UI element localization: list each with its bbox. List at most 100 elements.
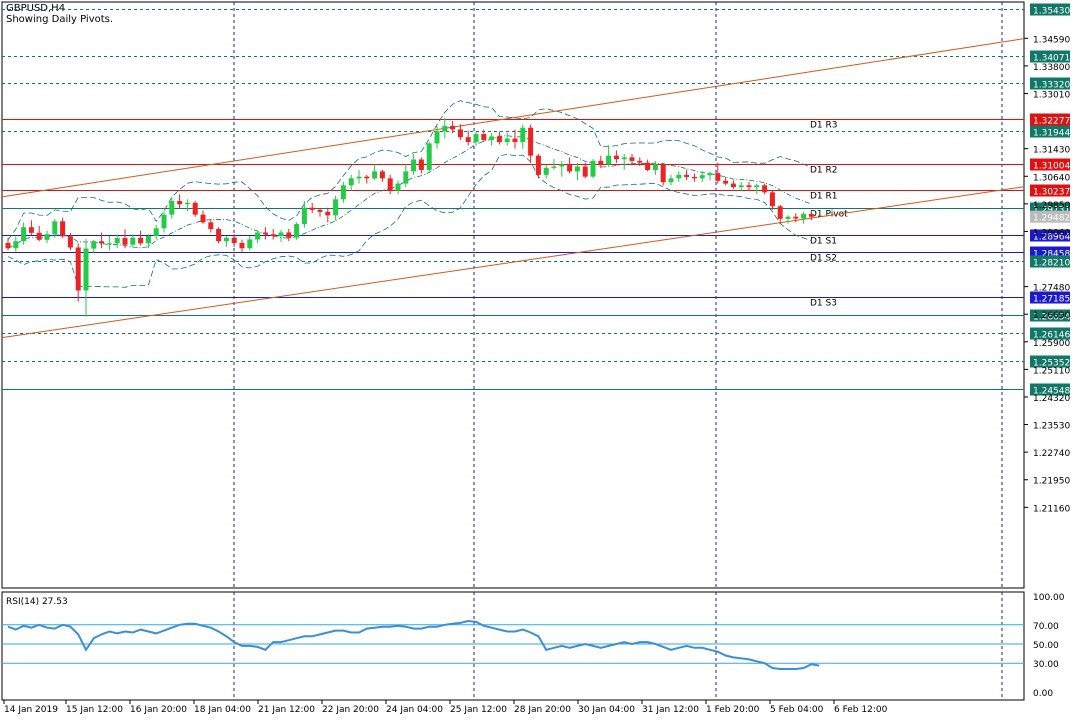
candle-body	[114, 238, 120, 244]
candle-body	[808, 213, 814, 217]
time-tick-label: 21 Jan 12:00	[258, 705, 315, 715]
price-tag-text: 1.24548	[1033, 387, 1070, 397]
time-tick-label: 6 Feb 12:00	[834, 705, 888, 715]
candle-body	[239, 242, 245, 249]
candle	[21, 222, 27, 245]
candle	[684, 169, 690, 181]
candle	[699, 171, 705, 182]
price-tick-label: 1.21160	[1033, 504, 1070, 514]
price-tag	[1030, 255, 1070, 268]
candle-body	[574, 166, 580, 172]
candle	[754, 183, 760, 195]
candle-body	[317, 209, 323, 212]
candle	[122, 229, 128, 249]
candle	[333, 195, 339, 221]
candle-body	[153, 228, 159, 236]
price-tick-label: 1.33800	[1033, 63, 1070, 73]
candle	[99, 232, 105, 249]
symbol-label: GBPUSD,H4	[6, 3, 66, 14]
price-tag-text: 1.28458	[1033, 250, 1070, 260]
candle-body	[793, 216, 799, 219]
price-tag-text: 1.35430	[1033, 7, 1070, 17]
time-tick-label: 22 Jan 20:00	[322, 705, 379, 715]
candle	[457, 124, 463, 140]
candle-body	[122, 238, 128, 245]
price-tag-text: 1.31004	[1033, 162, 1070, 172]
price-tag	[1030, 184, 1070, 197]
candle	[715, 162, 721, 184]
candle	[177, 194, 183, 209]
candle-body	[184, 202, 190, 205]
candle-body	[481, 134, 487, 140]
candle	[28, 220, 34, 236]
candle-body	[169, 201, 175, 215]
candle	[660, 162, 666, 186]
time-tick-label: 5 Feb 04:00	[770, 705, 824, 715]
candle-body	[543, 167, 549, 175]
candle-body	[5, 242, 11, 249]
candle	[559, 160, 565, 177]
price-tag-text: 1.33320	[1033, 81, 1070, 91]
rsi-line	[7, 619, 820, 670]
level-label: D1 R1	[810, 192, 838, 202]
candle	[777, 204, 783, 224]
time-tick-label: 18 Jan 04:00	[194, 705, 251, 715]
price-tag	[1030, 229, 1070, 242]
candle	[395, 180, 401, 195]
candle	[567, 157, 573, 174]
candle-body	[83, 248, 89, 291]
level-label: D1 S3	[810, 299, 837, 309]
candle	[169, 197, 175, 219]
candle-body	[676, 174, 682, 179]
price-tick-label: 1.21950	[1033, 477, 1070, 487]
rsi-tick-label: 0.00	[1033, 689, 1053, 699]
candle	[247, 235, 253, 251]
candle	[769, 190, 775, 210]
candle	[613, 150, 619, 163]
candle	[730, 180, 736, 189]
candle	[645, 159, 651, 172]
candle-body	[411, 159, 417, 172]
price-tag-text: 1.30237	[1033, 188, 1070, 198]
candle	[387, 174, 393, 195]
candle-body	[512, 138, 518, 143]
candle	[145, 234, 151, 249]
candle-body	[348, 178, 354, 186]
candle-body	[44, 234, 50, 240]
candle	[606, 145, 612, 167]
candle-body	[247, 239, 253, 249]
time-tick-label: 16 Jan 20:00	[130, 705, 187, 715]
candle	[317, 208, 323, 217]
candle-body	[434, 131, 440, 144]
candle-body	[691, 176, 697, 179]
level-label: D1 Pivot	[810, 210, 848, 220]
candle-body	[528, 127, 534, 156]
price-tag-text: 1.31944	[1033, 129, 1070, 139]
candle	[278, 229, 284, 242]
candle	[707, 171, 713, 181]
candle	[52, 218, 58, 238]
candle	[75, 243, 81, 302]
candle	[489, 132, 495, 146]
candle-body	[442, 125, 448, 132]
price-tag	[1030, 50, 1070, 63]
candle-body	[535, 155, 541, 175]
price-tag-text: 1.26146	[1033, 331, 1070, 341]
candle-body	[684, 174, 690, 177]
candle-body	[559, 164, 565, 167]
time-tick-label: 1 Feb 20:00	[706, 705, 760, 715]
candle	[668, 174, 674, 186]
candle-body	[21, 227, 27, 242]
candle	[184, 199, 190, 212]
candle-body	[489, 136, 495, 140]
level-label: D1 S2	[810, 254, 837, 264]
candle	[637, 157, 643, 167]
candle-body	[91, 241, 97, 249]
price-tick-label: 1.27480	[1033, 284, 1070, 294]
candle	[216, 227, 222, 244]
candle-body	[754, 185, 760, 188]
candle-body	[231, 237, 237, 243]
price-tick-label: 1.29060	[1033, 228, 1070, 238]
candle	[582, 162, 588, 179]
